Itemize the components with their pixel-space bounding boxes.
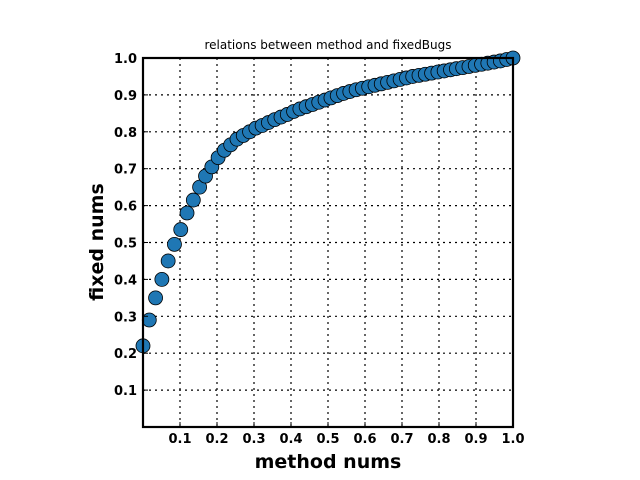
data-point	[173, 222, 189, 237]
data-point	[185, 192, 201, 208]
grid	[143, 57, 514, 427]
y-tick-label: 1.0	[114, 52, 137, 67]
x-tick-label: 0.7	[390, 432, 413, 447]
axis-ticks: 0.1 0.2 0.3 0.4 0.5 0.6 0.7 0.8 0.9 1.0 0.1 0.2 0.3 0…	[114, 52, 525, 447]
data-point	[167, 236, 182, 252]
x-tick-label: 0.4	[279, 432, 302, 447]
y-tick-label: 0.8	[114, 126, 137, 141]
chart-title: relations between method and fixedBugs	[204, 38, 451, 52]
y-tick-label: 0.7	[114, 163, 137, 178]
x-tick-label: 1.0	[501, 432, 524, 447]
x-tick-label: 0.8	[427, 432, 450, 447]
y-tick-label: 0.4	[114, 273, 137, 288]
y-tick-label: 0.9	[114, 89, 137, 104]
data-point	[179, 205, 195, 221]
x-tick-label: 0.5	[316, 432, 339, 447]
x-tick-label: 0.2	[205, 432, 228, 447]
x-tick-label: 0.9	[464, 432, 487, 447]
y-axis-label: fixed nums	[86, 183, 108, 301]
data-point	[141, 312, 157, 328]
x-tick-label: 0.6	[353, 432, 376, 447]
data-points	[135, 50, 521, 354]
x-axis-label: method nums	[255, 451, 402, 473]
y-tick-label: 0.6	[114, 200, 137, 215]
y-tick-label: 0.1	[114, 384, 137, 399]
data-point	[154, 271, 170, 287]
x-tick-label: 0.3	[242, 432, 265, 447]
y-tick-label: 0.2	[114, 347, 137, 362]
y-tick-label: 0.3	[114, 310, 137, 325]
x-tick-label: 0.1	[168, 432, 191, 447]
data-point	[148, 290, 163, 306]
data-point	[160, 253, 176, 269]
y-tick-label: 0.5	[114, 237, 137, 252]
